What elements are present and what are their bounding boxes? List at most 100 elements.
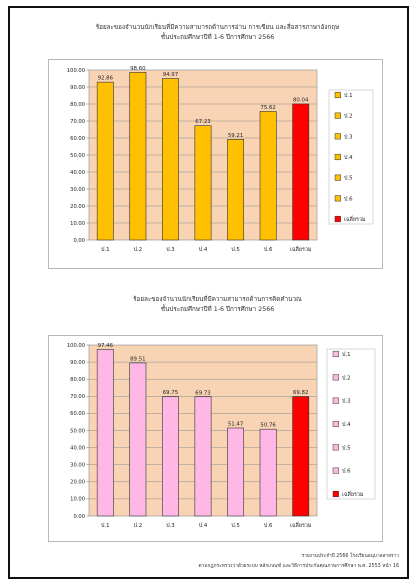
chart1-legend-swatch [334,174,341,181]
page-border [8,6,409,579]
chart2-ytick-label: 20.00 [70,480,85,486]
chart2-legend-swatch [332,350,339,358]
chart1-xtick-label: ป.5 [231,246,240,253]
chart2-xtick-label: เฉลี่ยรวม [290,521,312,529]
chart1-legend-label: ป.6 [344,195,353,202]
chart1-svg: 0.00 10.00 20.00 30.00 40.00 50.00 60.00 70.00 8… [67,66,374,253]
chart2-legend-label: ป.2 [342,374,351,381]
chart1-data-label: 59.21 [228,133,243,139]
chart2-data-label: 69.75 [163,390,178,396]
chart2-legend-label: ป.4 [342,421,351,428]
chart1-xtick-label: ป.2 [134,246,143,253]
chart2-bar [259,428,277,517]
chart1-bar [194,125,212,241]
chart1-ytick-label: 60.00 [70,136,85,142]
chart1-data-label: 67.23 [195,119,210,125]
chart1-legend-swatch [334,153,341,161]
chart1-xtick-label: ป.4 [199,246,208,253]
chart2-xtick-label: ป.4 [199,522,208,529]
chart1-title: ร้อยละของจำนวนนักเรียนที่มีความสามารถด้า… [95,24,340,31]
chart2-subtitle: ชั้นประถมศึกษาปีที่ 1-6 ปีการศึกษา 2566 [160,305,275,313]
chart2-legend-swatch [332,490,339,498]
chart2-title: ร้อยละของจำนวนนักเรียนที่มีความสามารถด้า… [133,296,302,303]
chart2-data-label: 89.51 [130,356,145,362]
chart1-legend-label: เฉลี่ยรวม [344,215,366,223]
chart1-xtick-label: ป.3 [166,246,175,253]
chart2-ytick-label: 50.00 [70,428,85,434]
chart1-bar [129,72,147,241]
chart2-legend-swatch [332,444,339,451]
chart2-ytick-label: 0.00 [73,514,85,520]
chart1-legend-swatch [334,91,341,99]
chart2-bar [96,349,114,517]
chart2-legend-label: ป.5 [342,444,351,451]
chart2-title-block: ร้อยละของจำนวนนักเรียนที่มีความสามารถด้า… [40,295,395,315]
chart1-ytick-label: 10.00 [70,221,85,227]
chart2-xtick-label: ป.1 [101,522,110,529]
chart2-ytick-label: 80.00 [70,377,85,383]
chart1-legend-swatch [334,112,341,119]
chart1-subtitle: ชั้นประถมศึกษาปีที่ 1-6 ปีการศึกษา 2566 [160,33,275,41]
chart2-ytick-label: 30.00 [70,463,85,469]
chart1-data-label: 94.97 [163,72,178,78]
chart1-legend-label: ป.4 [344,154,353,161]
chart1-bar [259,111,277,241]
chart2-legend-label: ป.1 [342,351,351,358]
chart1-data-label: 75.62 [260,105,275,111]
chart2-xtick-label: ป.3 [166,522,175,529]
chart2-bar [194,396,212,517]
chart1-xtick-label: ป.6 [264,246,273,253]
chart1-ytick-label: 80.00 [70,102,85,108]
chart1-data-label: 98.60 [130,66,146,72]
footer-line-2: ตามกฎกระทรวงว่าด้วยระบบ หลักเกณฑ์ และวิธ… [198,564,399,569]
chart1-title-block: ร้อยละของจำนวนนักเรียนที่มีความสามารถด้า… [40,23,395,43]
chart1-legend-swatch [334,133,341,140]
chart1-data-label: 92.86 [98,76,114,82]
chart2-data-label: 69.82 [293,390,308,396]
chart1-bar [227,139,245,241]
chart1-xtick-label: ป.1 [101,246,110,253]
chart2-legend-label: เฉลี่ยรวม [342,490,364,498]
chart2-ytick-label: 90.00 [70,360,85,366]
chart2-ytick-label: 60.00 [70,411,85,417]
chart1-xtick-label: เฉลี่ยรวม [290,245,312,253]
chart2-legend-swatch [332,467,339,474]
chart2-xtick-label: ป.6 [264,522,273,529]
chart2-ytick-label: 100.00 [67,343,85,349]
chart1-ytick-label: 20.00 [70,204,85,210]
chart1-legend-label: ป.3 [344,133,353,140]
chart1-legend-label: ป.2 [344,113,353,120]
chart2-legend-swatch [332,374,339,381]
footer-line-1: รายงานประจำปี 2566 โรงเรียนอนุบาลสายราว [301,554,399,559]
chart1-legend-label: ป.5 [344,175,353,182]
chart2-data-label: 50.76 [260,423,276,429]
chart1-ytick-label: 0.00 [73,238,85,244]
chart2-legend-swatch [332,397,339,404]
chart1-data-label: 80.04 [293,97,309,103]
chart2-svg: 0.00 10.00 20.00 30.00 40.00 50.00 60.00 70.00 8… [67,343,376,529]
chart1-ytick-label: 70.00 [70,119,85,125]
chart2-legend-swatch [332,420,339,428]
chart1-bar [292,103,310,241]
chart2-bar [129,362,147,517]
chart2-ytick-label: 70.00 [70,394,85,400]
chart2-frame: 0.00 10.00 20.00 30.00 40.00 50.00 60.00 70.00 8… [48,335,383,542]
chart2-bar [292,396,310,517]
chart1-bar [161,78,179,241]
chart2-legend-label: ป.3 [342,398,351,405]
chart2-data-label: 51.47 [228,421,243,427]
chart2-ytick-label: 40.00 [70,445,85,451]
chart2-bar [227,427,245,517]
chart1-legend-swatch [334,215,341,223]
chart1-legend-swatch [334,195,341,202]
chart2-data-label: 97.46 [98,343,114,349]
chart1-frame: 0.00 10.00 20.00 30.00 40.00 50.00 60.00 70.00 8… [48,59,383,269]
chart2-bar [161,396,179,517]
chart1-ytick-label: 100.00 [67,68,85,74]
chart1-ytick-label: 30.00 [70,187,85,193]
chart1-ytick-label: 50.00 [70,153,85,159]
chart2-ytick-label: 10.00 [70,497,85,503]
chart2-xtick-label: ป.5 [231,522,240,529]
chart2-legend-label: ป.6 [342,468,351,475]
